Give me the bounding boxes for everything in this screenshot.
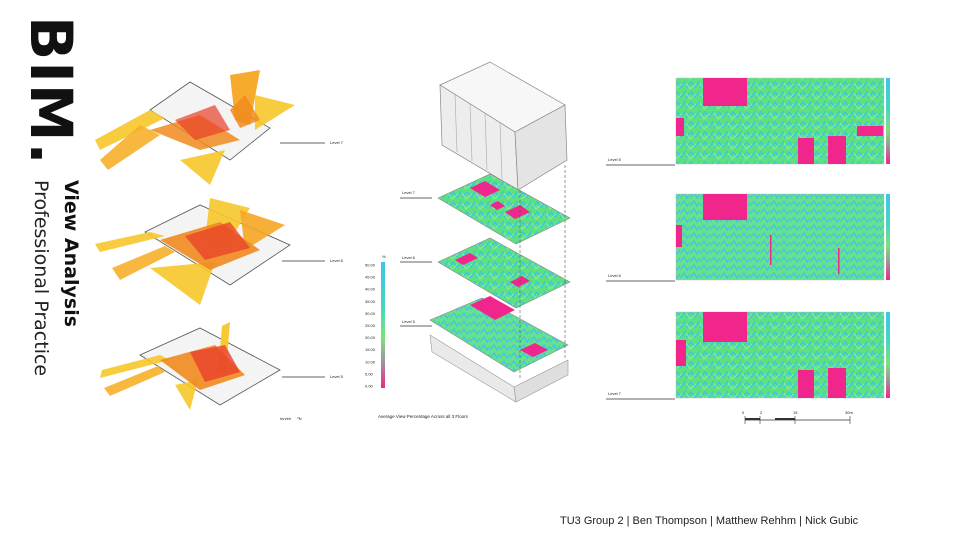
middle-level6-slab xyxy=(437,237,571,309)
left-level7-plan xyxy=(95,70,295,185)
scale-bar: 0 2 15 30m xyxy=(742,410,853,424)
middle-level-label-3: Level 5 xyxy=(402,319,416,324)
middle-level5-slab xyxy=(429,296,569,403)
scale-label-15: 15 xyxy=(793,410,798,415)
legend-tick-label: 0.00 xyxy=(365,384,374,389)
right-level-label-2: Level 6 xyxy=(608,273,622,278)
legend-tick-label: 15.00 xyxy=(365,347,376,352)
middle-caption: Average View Percentage Across all 3 Flo… xyxy=(378,414,469,419)
credits-footer: TU3 Group 2 | Ben Thompson | Matthew Reh… xyxy=(560,515,859,527)
left-level-label-3: Level 5 xyxy=(330,374,344,379)
left-level6-plan xyxy=(95,198,291,305)
middle-legend: % 50.00 45.00 40.00 35.00 30.00 25.00 20.00 15.… xyxy=(365,254,386,389)
legend-tick-label: 25.00 xyxy=(365,323,376,328)
scale-label-2: 2 xyxy=(760,410,763,415)
scale-label-0: 0 xyxy=(742,410,745,415)
right-level-label-3: Level 7 xyxy=(608,391,622,396)
legend-tick-label: 35.00 xyxy=(365,299,376,304)
right-heatmap-level5 xyxy=(675,77,890,165)
north-label: Inn/eh xyxy=(280,416,291,421)
north-mark: ⁰N xyxy=(297,416,302,421)
legend-tick-label: 30.00 xyxy=(365,311,376,316)
legend-unit: % xyxy=(382,254,386,259)
right-heatmap-level6 xyxy=(675,193,890,281)
left-level-label-2: Level 6 xyxy=(330,258,344,263)
legend-tick-label: 5.00 xyxy=(365,371,374,376)
left-level5-plan xyxy=(100,322,281,410)
legend-tick-label: 40.00 xyxy=(365,287,376,292)
legend-tick-label: 10.00 xyxy=(365,359,376,364)
left-level-label-1: Level 7 xyxy=(330,140,344,145)
legend-tick-label: 20.00 xyxy=(365,335,376,340)
middle-level-label-1: Level 7 xyxy=(402,190,416,195)
scale-label-30m: 30m xyxy=(845,410,853,415)
legend-tick-label: 50.00 xyxy=(365,263,376,268)
right-level-label-1: Level 5 xyxy=(608,157,622,162)
middle-level-label-2: Level 6 xyxy=(402,255,416,260)
legend-tick-label: 45.00 xyxy=(365,275,376,280)
middle-level7-slab xyxy=(437,173,571,245)
middle-massing-top xyxy=(439,61,568,191)
right-heatmap-level7 xyxy=(675,311,890,399)
legend-ticks: 50.00 45.00 40.00 35.00 30.00 25.00 20.00 15.00… xyxy=(365,263,376,389)
